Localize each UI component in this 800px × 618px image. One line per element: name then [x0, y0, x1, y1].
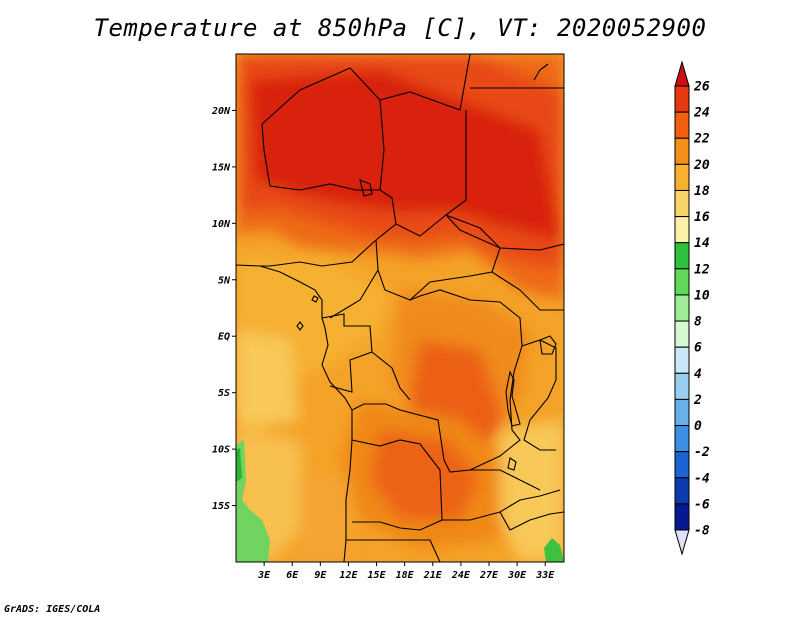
colorbar-swatch [674, 85, 690, 113]
colorbar-label: -6 [694, 497, 710, 512]
lon-tick-label: 15E [368, 570, 387, 581]
plot-title: Temperature at 850hPa [C], VT: 202005290… [93, 14, 707, 42]
lon-tick-label: 21E [423, 570, 443, 581]
colorbar-label: 6 [694, 341, 702, 356]
latitude-axis: 20N 15N 10N 5N EQ 5S 10S 15S [211, 106, 236, 512]
lat-tick-label: 5S [218, 388, 230, 399]
grads-credit: GrADS: IGES/COLA [4, 604, 101, 615]
lat-tick-label: 20N [211, 106, 231, 117]
lat-tick-label: 15S [212, 501, 230, 512]
temperature-field [236, 54, 564, 562]
colorbar-swatch [674, 216, 690, 244]
colorbar-swatch [674, 372, 690, 400]
colorbar-swatch [674, 294, 690, 322]
colorbar-label: -2 [694, 445, 710, 460]
colorbar-swatch [674, 346, 690, 374]
longitude-axis: 3E 6E 9E 12E 15E 18E 21E 24E 27E 30E 33E [257, 562, 555, 581]
colorbar-label: 24 [693, 106, 710, 121]
colorbar-swatch [674, 137, 690, 165]
lat-tick-label: 10N [212, 219, 231, 230]
colorbar-label: 14 [694, 236, 710, 251]
lon-tick-label: 24E [451, 570, 471, 581]
colorbar-top-arrow [674, 60, 690, 87]
colorbar-label: 2 [693, 393, 702, 408]
colorbar-label: 18 [694, 184, 710, 199]
colorbar-label: 4 [694, 367, 702, 382]
lon-tick-label: 27E [479, 570, 499, 581]
political-boundaries [236, 54, 564, 562]
lat-tick-label: 15N [212, 162, 231, 173]
colorbar-label: 8 [694, 315, 702, 330]
lat-tick-label: 10S [212, 445, 230, 456]
colorbar-swatch [674, 398, 690, 427]
colorbar-label: 26 [693, 80, 710, 95]
colorbar-swatch [674, 477, 690, 505]
colorbar-swatch [674, 189, 690, 218]
lon-tick-label: 6E [286, 570, 299, 581]
colorbar-swatch [674, 320, 690, 348]
colorbar-swatch [674, 503, 690, 531]
colorbar-label: 0 [694, 419, 702, 434]
lat-tick-label: EQ [218, 332, 230, 343]
colorbar-swatch [674, 425, 690, 453]
colorbar-swatch [674, 268, 690, 296]
colorbar-label: -8 [694, 524, 710, 539]
lon-tick-label: 30E [507, 570, 527, 581]
lon-tick-label: 9E [314, 570, 327, 581]
lat-tick-label: 5N [218, 275, 231, 286]
colorbar-label: 16 [694, 210, 710, 225]
colorbar-label: 10 [694, 288, 710, 303]
colorbar-label: 12 [694, 262, 710, 277]
lon-tick-label: 18E [396, 570, 415, 581]
lon-tick-label: 33E [535, 570, 555, 581]
map-frame [235, 53, 565, 563]
lon-tick-label: 3E [257, 570, 271, 581]
colorbar-label: 20 [693, 158, 710, 173]
lon-tick-label: 12E [339, 570, 358, 581]
colorbar-swatch [674, 451, 690, 479]
colorbar-bottom-arrow [674, 529, 690, 556]
colorbar-swatch [674, 163, 690, 191]
colorbar-label: 22 [693, 132, 710, 147]
colorbar-label: -4 [694, 471, 710, 486]
colorbar-swatch [674, 111, 690, 139]
colorbar-swatch [674, 242, 690, 270]
